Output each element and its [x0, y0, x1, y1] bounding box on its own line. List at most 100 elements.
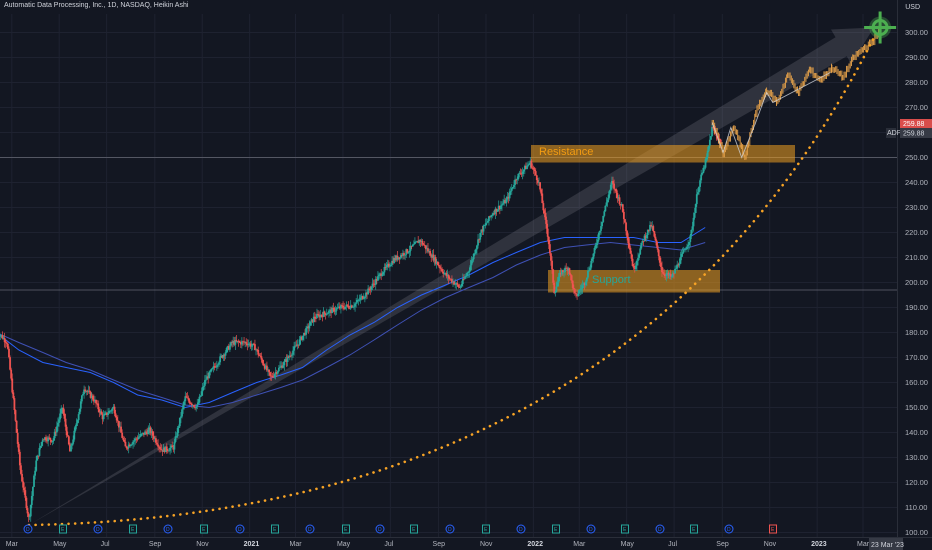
candle-body: [563, 271, 565, 273]
y-tick-label: 280.00: [905, 78, 928, 87]
candle-body: [591, 258, 594, 261]
candle-body: [675, 268, 678, 270]
candle-body: [473, 253, 476, 255]
candle-body: [605, 202, 608, 206]
dividend-marker: [93, 524, 103, 534]
target-marker: [864, 11, 897, 44]
candle-body: [553, 282, 556, 293]
candle-body: [547, 236, 550, 245]
earnings-marker: [410, 524, 418, 534]
y-tick-label: 250.00: [905, 153, 928, 162]
candle-body: [507, 196, 510, 199]
candle-body: [218, 362, 220, 365]
candle-body: [372, 283, 375, 285]
candle-body: [118, 420, 120, 428]
candle-body: [318, 314, 321, 318]
forecast-bars: [711, 25, 881, 160]
candle-body: [310, 319, 313, 322]
candle-body: [140, 433, 143, 435]
candle-body: [344, 306, 347, 309]
candle-body: [280, 365, 282, 367]
candle-body: [134, 438, 137, 441]
candle-body: [300, 336, 303, 340]
candle-body: [515, 179, 518, 181]
candle-body: [432, 254, 435, 261]
candle-body: [381, 274, 384, 277]
earnings-marker: [129, 524, 137, 534]
dividend-marker: [516, 524, 526, 534]
candle-body: [630, 253, 633, 259]
candle-body: [673, 273, 675, 275]
candle-body: [237, 341, 240, 343]
candle-body: [287, 356, 290, 358]
candle-body: [676, 264, 679, 269]
candle-body: [24, 490, 27, 498]
candle-body: [517, 173, 520, 179]
parabolic-curve: [27, 23, 882, 527]
candle-body: [244, 342, 247, 343]
candle-body: [27, 513, 30, 517]
candle-body: [113, 406, 116, 414]
candle-body: [313, 316, 316, 319]
candle-body: [603, 211, 606, 216]
candle-body: [658, 256, 661, 263]
candle-body: [349, 305, 352, 309]
candle-body: [694, 204, 697, 214]
candle-body: [36, 455, 39, 461]
candle-body: [136, 438, 139, 440]
candle-body: [120, 426, 122, 433]
candle-body: [250, 345, 253, 347]
candle-body: [270, 375, 273, 377]
candle-body: [661, 266, 663, 273]
x-tick-label: Jul: [384, 541, 393, 548]
candle-body: [43, 437, 46, 440]
candle-body: [581, 285, 584, 289]
candle-body: [340, 305, 342, 309]
candle-body: [662, 272, 664, 274]
x-tick-label: Sep: [716, 541, 729, 548]
candle-body: [192, 405, 194, 406]
candle-body: [124, 441, 127, 447]
candle-body: [61, 407, 64, 409]
candle-body: [535, 175, 538, 181]
candle-body: [45, 437, 47, 441]
candle-body: [560, 270, 563, 275]
candle-body: [57, 422, 59, 427]
candle-body: [390, 264, 392, 266]
candle-body: [319, 314, 322, 318]
candle-body: [262, 363, 265, 366]
candle-body: [149, 427, 152, 434]
candle-body: [247, 344, 250, 346]
candle-body: [602, 215, 605, 222]
candle-body: [252, 343, 255, 345]
candle-body: [583, 283, 586, 286]
candle-body: [305, 327, 307, 335]
candle-body: [596, 239, 599, 244]
candle-body: [710, 136, 712, 140]
candle-body: [636, 260, 638, 266]
candle-body: [294, 345, 297, 347]
candle-body: [424, 245, 427, 250]
candle-body: [212, 366, 215, 369]
candle-body: [126, 447, 129, 449]
candle-body: [362, 298, 365, 299]
candle-body: [288, 355, 291, 357]
candle-body: [587, 270, 589, 278]
candle-body: [77, 414, 80, 421]
candle-body: [493, 213, 496, 215]
candle-body: [375, 279, 378, 281]
candle-body: [458, 286, 461, 288]
candle-body: [151, 431, 154, 436]
candle-body: [511, 187, 514, 189]
candle-body: [678, 263, 681, 266]
candle-body: [529, 160, 532, 164]
candle-body: [655, 240, 658, 246]
date-badge-bg: [869, 538, 903, 550]
candle-body: [168, 450, 170, 452]
candle-body: [172, 446, 175, 450]
candle-body: [299, 336, 302, 340]
candle-body: [402, 253, 404, 256]
candle-body: [434, 257, 437, 264]
candle-body: [588, 270, 590, 271]
